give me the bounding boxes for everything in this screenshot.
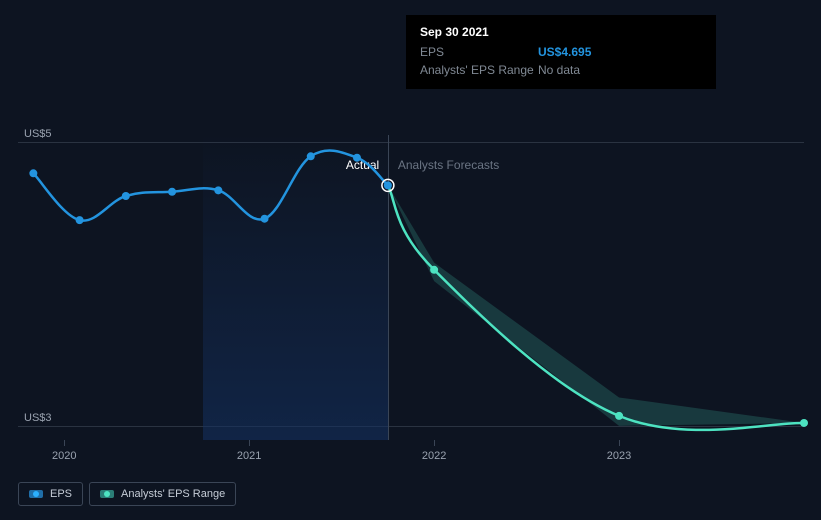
eps-chart: Sep 30 2021 EPS US$4.695 Analysts' EPS R…	[18, 15, 804, 475]
legend-swatch-icon	[29, 490, 43, 498]
eps-marker[interactable]	[384, 181, 392, 189]
chart-legend: EPS Analysts' EPS Range	[18, 482, 236, 506]
x-tick-label: 2023	[607, 450, 631, 462]
plot-area[interactable]: ActualAnalysts Forecasts	[18, 135, 804, 440]
x-tick-label: 2020	[52, 450, 76, 462]
x-tick-label: 2021	[237, 450, 261, 462]
legend-label: Analysts' EPS Range	[121, 488, 225, 500]
eps-marker[interactable]	[168, 188, 176, 196]
eps-marker[interactable]	[307, 152, 315, 160]
tooltip-date: Sep 30 2021	[420, 25, 702, 39]
chart-svg	[18, 135, 804, 440]
forecast-range-area	[388, 185, 804, 425]
eps-marker[interactable]	[214, 186, 222, 194]
eps-line	[33, 151, 388, 221]
tooltip-value: No data	[538, 61, 580, 79]
tooltip-row-eps: EPS US$4.695	[420, 43, 702, 61]
eps-marker[interactable]	[353, 154, 361, 162]
x-tick	[619, 440, 620, 446]
legend-item-eps[interactable]: EPS	[18, 482, 83, 506]
x-tick-label: 2022	[422, 450, 446, 462]
x-tick	[249, 440, 250, 446]
chart-tooltip: Sep 30 2021 EPS US$4.695 Analysts' EPS R…	[406, 15, 716, 89]
eps-marker[interactable]	[29, 169, 37, 177]
legend-item-range[interactable]: Analysts' EPS Range	[89, 482, 236, 506]
tooltip-label: Analysts' EPS Range	[420, 61, 538, 79]
tooltip-label: EPS	[420, 43, 538, 61]
forecast-marker[interactable]	[615, 412, 623, 420]
legend-label: EPS	[50, 488, 72, 500]
legend-swatch-icon	[100, 490, 114, 498]
x-tick	[64, 440, 65, 446]
eps-marker[interactable]	[76, 216, 84, 224]
eps-marker[interactable]	[122, 192, 130, 200]
y-tick-label: US$3	[24, 412, 52, 424]
forecast-marker[interactable]	[430, 266, 438, 274]
tooltip-value: US$4.695	[538, 43, 591, 61]
eps-marker[interactable]	[261, 215, 269, 223]
x-tick	[434, 440, 435, 446]
tooltip-row-range: Analysts' EPS Range No data	[420, 61, 702, 79]
y-tick-label: US$5	[24, 128, 52, 140]
forecast-marker[interactable]	[800, 419, 808, 427]
